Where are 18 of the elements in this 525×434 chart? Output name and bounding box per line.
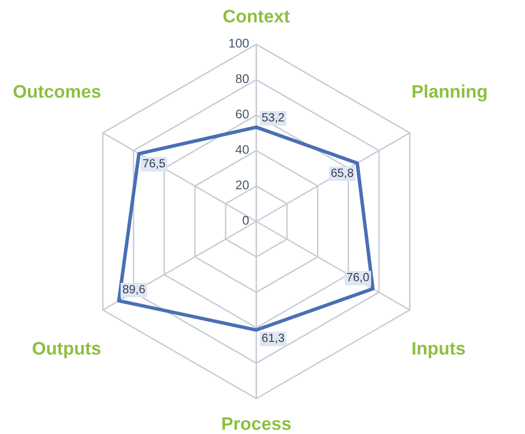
spoke-label: Context <box>223 10 290 23</box>
spoke-label: Inputs <box>412 342 465 358</box>
spoke-label: Planning <box>412 84 486 102</box>
data-label: 65,8 <box>331 168 354 178</box>
spoke-label: Process <box>222 417 291 430</box>
data-label: 61,3 <box>262 334 284 344</box>
data-label: 76,5 <box>143 159 165 169</box>
y-tick-label: 80 <box>236 74 249 84</box>
y-tick-label: 0 <box>242 216 249 225</box>
y-tick-label: 20 <box>236 180 249 190</box>
spoke-label: Outputs <box>32 342 100 358</box>
y-tick-label: 40 <box>236 145 249 154</box>
y-tick-label: 60 <box>236 110 249 118</box>
spoke-label: Outcomes <box>14 85 100 98</box>
data-label: 53,2 <box>262 113 284 123</box>
data-label: 89,6 <box>122 284 145 295</box>
data-label: 76,0 <box>346 272 369 283</box>
y-tick-label: 100 <box>229 38 249 48</box>
